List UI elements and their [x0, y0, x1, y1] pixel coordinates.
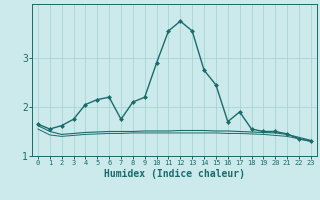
X-axis label: Humidex (Indice chaleur): Humidex (Indice chaleur) [104, 169, 245, 179]
